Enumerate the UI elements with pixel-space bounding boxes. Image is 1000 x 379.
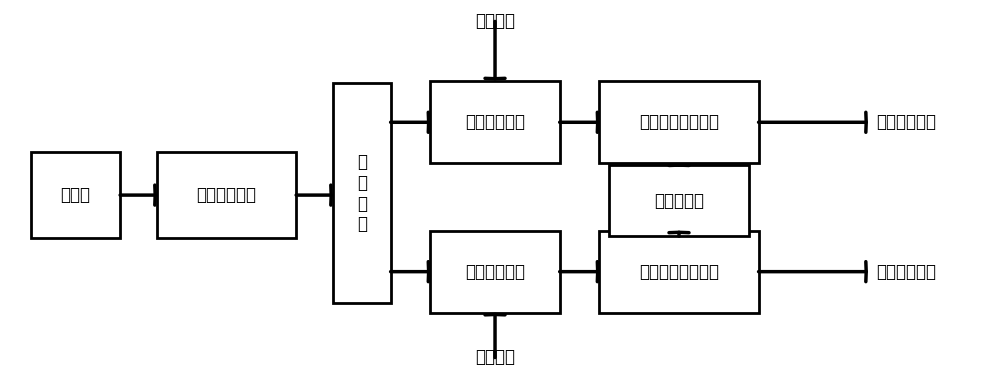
Bar	[333, 83, 391, 304]
Text: 同相信号: 同相信号	[475, 12, 515, 30]
Bar	[157, 152, 296, 238]
Bar	[430, 230, 560, 313]
Text: 正交信号: 正交信号	[475, 348, 515, 366]
Text: 时钟发生器: 时钟发生器	[654, 192, 704, 210]
Text: 第二光调制器: 第二光调制器	[465, 263, 525, 281]
Text: 第一数字信号: 第一数字信号	[876, 113, 936, 131]
Text: 激光器: 激光器	[60, 186, 90, 204]
Bar	[599, 81, 759, 163]
Text: 第一单光子探测器: 第一单光子探测器	[639, 113, 719, 131]
Bar	[430, 81, 560, 163]
Bar	[609, 165, 749, 236]
Text: 光
功
分
器: 光 功 分 器	[357, 153, 367, 233]
Bar	[31, 152, 120, 238]
Text: 第二单光子探测器: 第二单光子探测器	[639, 263, 719, 281]
Text: 可调光衰减器: 可调光衰减器	[197, 186, 257, 204]
Text: 第一光调制器: 第一光调制器	[465, 113, 525, 131]
Text: 第二数字信号: 第二数字信号	[876, 263, 936, 281]
Bar	[599, 230, 759, 313]
